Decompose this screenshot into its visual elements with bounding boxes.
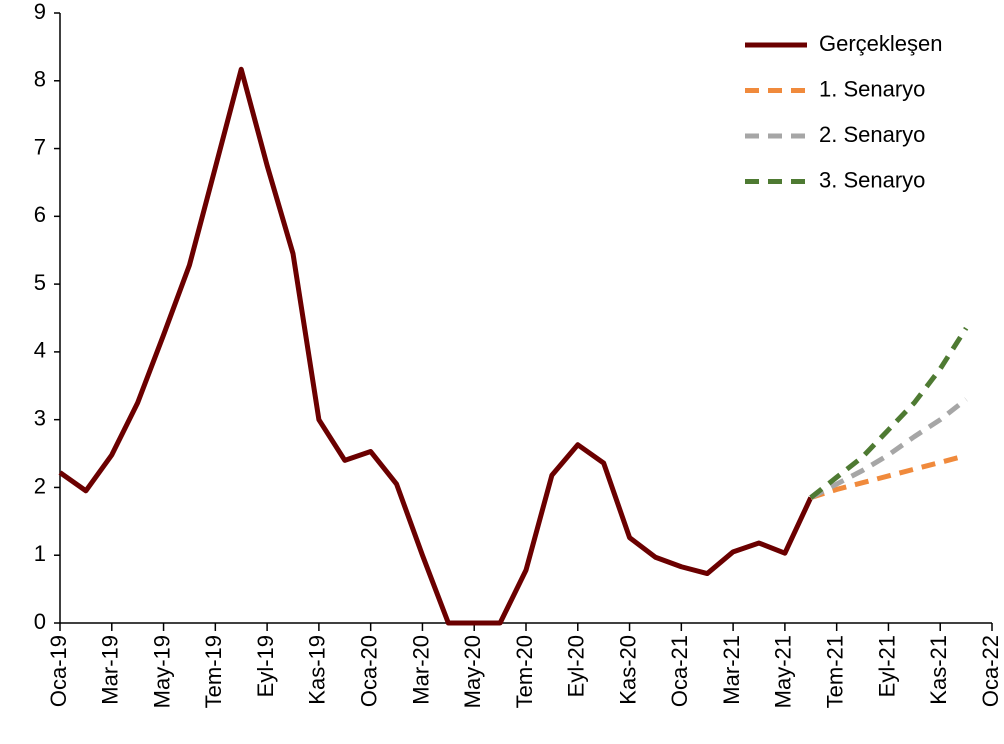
x-tick-label: Tem-21 [822,635,847,708]
line-series [810,453,967,500]
y-tick-label: 3 [34,405,46,430]
legend-label: 1. Senaryo [819,76,925,101]
x-tick-label: May-21 [771,635,796,708]
y-tick-label: 9 [34,0,46,24]
legend-label: 3. Senaryo [819,167,925,192]
x-tick-label: May-20 [460,635,485,708]
y-tick-label: 7 [34,134,46,159]
x-tick-label: Kas-20 [615,635,640,705]
x-tick-label: Tem-19 [201,635,226,708]
x-tick-label: Mar-21 [719,635,744,705]
x-tick-label: Mar-19 [98,635,123,705]
x-tick-label: Eyl-19 [253,635,278,697]
y-tick-label: 8 [34,67,46,92]
line-series [58,66,814,626]
x-tick-label: Oca-20 [356,635,381,707]
x-tick-label: Eyl-21 [874,635,899,697]
y-tick-label: 4 [34,338,46,363]
y-tick-label: 6 [34,202,46,227]
x-tick-label: Kas-19 [305,635,330,705]
x-tick-label: Oca-19 [46,635,71,707]
y-tick-label: 5 [34,270,46,295]
legend-label: 2. Senaryo [819,122,925,147]
y-tick-label: 2 [34,473,46,498]
x-tick-label: Oca-22 [978,635,1003,707]
x-tick-label: Tem-20 [512,635,537,708]
x-tick-label: Mar-20 [408,635,433,705]
x-tick-label: Kas-21 [926,635,951,705]
x-tick-label: Eyl-20 [564,635,589,697]
legend-label: Gerçekleşen [819,31,943,56]
line-series [809,326,969,500]
line-series [809,397,968,500]
x-tick-label: May-19 [149,635,174,708]
y-tick-label: 1 [34,541,46,566]
x-tick-label: Oca-21 [667,635,692,707]
y-tick-label: 0 [34,609,46,634]
